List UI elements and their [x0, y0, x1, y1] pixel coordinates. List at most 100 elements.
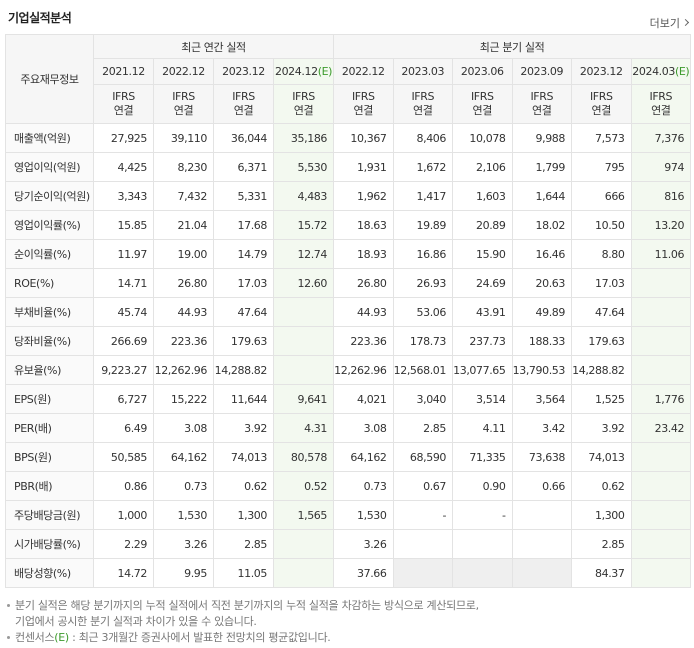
value-cell: 15.90 — [452, 239, 513, 269]
period-date: 2024.03 — [632, 65, 675, 78]
value-cell: 15.85 — [93, 210, 154, 240]
value-cell: 8,230 — [153, 152, 214, 182]
value-cell: 3.92 — [213, 413, 274, 443]
financial-table: 주요재무정보 최근 연간 실적 최근 분기 실적 2021.12 2022.12 2… — [5, 34, 692, 588]
ifrs-header: IFRS 연결 — [333, 84, 394, 124]
value-cell: 3.26 — [333, 529, 394, 559]
value-cell: 16.86 — [392, 239, 454, 269]
value-cell: 6,727 — [93, 384, 154, 414]
value-cell: 0.73 — [153, 471, 214, 501]
value-cell: 1,962 — [333, 181, 394, 211]
value-cell: 4,425 — [93, 152, 154, 182]
bullet — [7, 604, 10, 607]
ifrs-header: IFRS 연결 — [93, 84, 154, 124]
value-cell: 47.64 — [213, 297, 274, 327]
value-cell: 3,343 — [93, 181, 154, 211]
value-cell: 49.89 — [511, 297, 573, 327]
row-label: PBR(배) — [5, 471, 94, 501]
value-cell: 795 — [571, 152, 632, 182]
section-title: 기업실적분석 — [8, 11, 72, 25]
value-cell: 1,300 — [213, 500, 274, 530]
value-cell — [392, 558, 454, 588]
value-cell: 1,300 — [571, 500, 632, 530]
value-cell: 74,013 — [571, 442, 632, 472]
value-cell: 21.04 — [153, 210, 214, 240]
value-cell: 3.92 — [571, 413, 632, 443]
ifrs-header: IFRS 연결 — [213, 84, 274, 124]
row-label: ROE(%) — [5, 268, 94, 298]
value-cell: 12.60 — [272, 268, 335, 298]
value-cell: 13,790.53 — [511, 355, 573, 385]
row-label: 배당성향(%) — [5, 558, 94, 588]
value-cell: - — [392, 500, 454, 530]
value-cell: 11.97 — [93, 239, 154, 269]
group-header: 최근 연간 실적 — [92, 34, 335, 59]
data-row: 영업이익률(%) 15.85 21.04 17.68 15.72 18.63 19.89 20… — [5, 210, 692, 240]
value-cell: 44.93 — [333, 297, 394, 327]
value-cell: 1,603 — [452, 181, 513, 211]
value-cell: 2.85 — [571, 529, 632, 559]
value-cell: 19.89 — [392, 210, 454, 240]
value-cell: 20.63 — [511, 268, 573, 298]
period-header: 2022.12 — [333, 58, 394, 85]
ifrs-basis: 연결 — [651, 104, 671, 117]
value-cell: 50,585 — [93, 442, 154, 472]
value-cell — [392, 529, 454, 559]
value-cell: 2.85 — [392, 413, 454, 443]
value-cell: 14.71 — [93, 268, 154, 298]
value-cell: 24.69 — [452, 268, 513, 298]
more-arrow[interactable] — [681, 18, 690, 27]
ifrs-header: IFRS 연결 — [153, 84, 214, 124]
value-cell: 14.79 — [213, 239, 274, 269]
data-row: EPS(원) 6,727 15,222 11,644 9,641 4,021 3,040 3,… — [5, 384, 692, 414]
value-cell — [511, 558, 573, 588]
data-row: 당기순이익(억원) 3,343 7,432 5,331 4,483 1,962 1,417 1… — [5, 181, 692, 211]
value-cell: 5,530 — [272, 152, 335, 182]
ifrs-basis: 연결 — [173, 104, 194, 117]
value-cell — [272, 558, 335, 588]
value-cell: 7,376 — [630, 123, 692, 153]
ifrs-standard: IFRS — [649, 90, 673, 103]
value-cell: 16.46 — [511, 239, 573, 269]
value-cell: 8,406 — [392, 123, 454, 153]
data-row: 순이익률(%) 11.97 19.00 14.79 12.74 18.93 16.86 15.… — [5, 239, 692, 269]
ifrs-header: IFRS 연결 — [452, 84, 513, 124]
value-cell: 35,186 — [272, 123, 335, 153]
period-header: 2023.06 — [452, 58, 513, 85]
ifrs-basis: 연결 — [472, 104, 493, 117]
corner-header: 주요재무정보 — [5, 34, 94, 124]
value-cell — [452, 529, 513, 559]
data-row: 매출액(억원) 27,925 39,110 36,044 35,186 10,367 8,4… — [5, 123, 692, 153]
value-cell: 26.80 — [153, 268, 214, 298]
row-label: BPS(원) — [5, 442, 94, 472]
value-cell: 666 — [571, 181, 632, 211]
value-cell: 26.80 — [333, 268, 394, 298]
row-label: 시가배당률(%) — [5, 529, 94, 559]
value-cell: 13.20 — [630, 210, 692, 240]
estimate-mark: (E) — [317, 65, 333, 78]
data-row: 주당배당금(원) 1,000 1,530 1,300 1,565 1,530- -1,300 — [5, 500, 692, 530]
value-cell: 9,988 — [511, 123, 573, 153]
value-cell — [272, 326, 335, 356]
value-cell: 1,672 — [392, 152, 454, 182]
data-row: PER(배) 6.49 3.08 3.92 4.31 3.08 2.85 4.11 3.42 3.… — [5, 413, 692, 443]
value-cell: 188.33 — [511, 326, 573, 356]
value-cell — [630, 471, 692, 501]
value-cell: 7,573 — [571, 123, 632, 153]
value-cell — [630, 268, 692, 298]
value-cell: 15,222 — [153, 384, 214, 414]
value-cell: 9.95 — [153, 558, 214, 588]
value-cell: 43.91 — [452, 297, 513, 327]
value-cell: 0.62 — [571, 471, 632, 501]
value-cell: 2.29 — [93, 529, 154, 559]
value-cell — [630, 500, 692, 530]
ifrs-standard: IFRS — [112, 90, 135, 103]
more-link[interactable]: 더보기 — [649, 17, 680, 30]
ifrs-standard: IFRS — [411, 90, 435, 103]
period-header: 2023.12 — [571, 58, 632, 85]
value-cell: 12,262.96 — [333, 355, 394, 385]
period-row: 2021.12 2022.12 2023.12 2024.12(E) 2022.12 20… — [6, 58, 692, 85]
period-header: 2024.12(E) — [272, 58, 335, 85]
value-cell: 36,044 — [213, 123, 274, 153]
